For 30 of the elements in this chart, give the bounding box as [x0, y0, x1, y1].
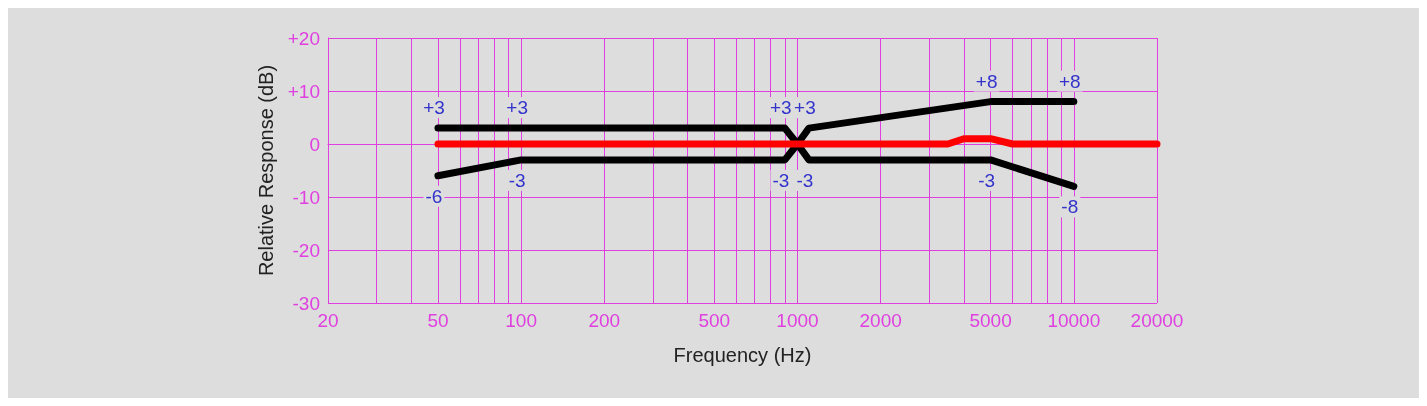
annotation: -3 [772, 169, 790, 191]
annotation: +3 [506, 97, 528, 119]
y-tick-label: -10 [292, 186, 320, 208]
x-axis-title: Frequency (Hz) [673, 344, 812, 366]
x-tick-label: 10000 [1047, 310, 1101, 331]
annotation: -8 [1061, 196, 1079, 218]
y-tick-label: +10 [287, 80, 320, 102]
x-tick-label: 5000 [969, 310, 1012, 331]
x-tick-label: 2000 [859, 310, 902, 331]
annotation: +8 [1058, 70, 1081, 92]
y-axis-title: Relative Response (dB) [255, 64, 277, 277]
annotation: +8 [975, 70, 998, 92]
annotation: -3 [508, 169, 526, 191]
annotation: -3 [796, 169, 814, 191]
annotation: +3 [794, 97, 816, 119]
x-tick-label: 100 [505, 310, 537, 331]
x-tick-label: 20000 [1130, 310, 1184, 331]
annotation: -3 [978, 169, 996, 191]
x-tick-label: 1000 [776, 310, 819, 331]
x-tick-label: 200 [588, 310, 621, 331]
annotation: +3 [423, 97, 445, 119]
annotation: -6 [425, 185, 443, 207]
annotation: +3 [770, 97, 792, 119]
y-tick-label: -20 [292, 239, 320, 261]
y-tick-label: 0 [309, 133, 320, 155]
y-tick-label: -30 [292, 292, 320, 314]
x-tick-label: 50 [427, 310, 449, 331]
x-tick-label: 20 [317, 310, 339, 331]
x-tick-label: 500 [698, 310, 731, 331]
y-tick-label: +20 [287, 27, 320, 49]
